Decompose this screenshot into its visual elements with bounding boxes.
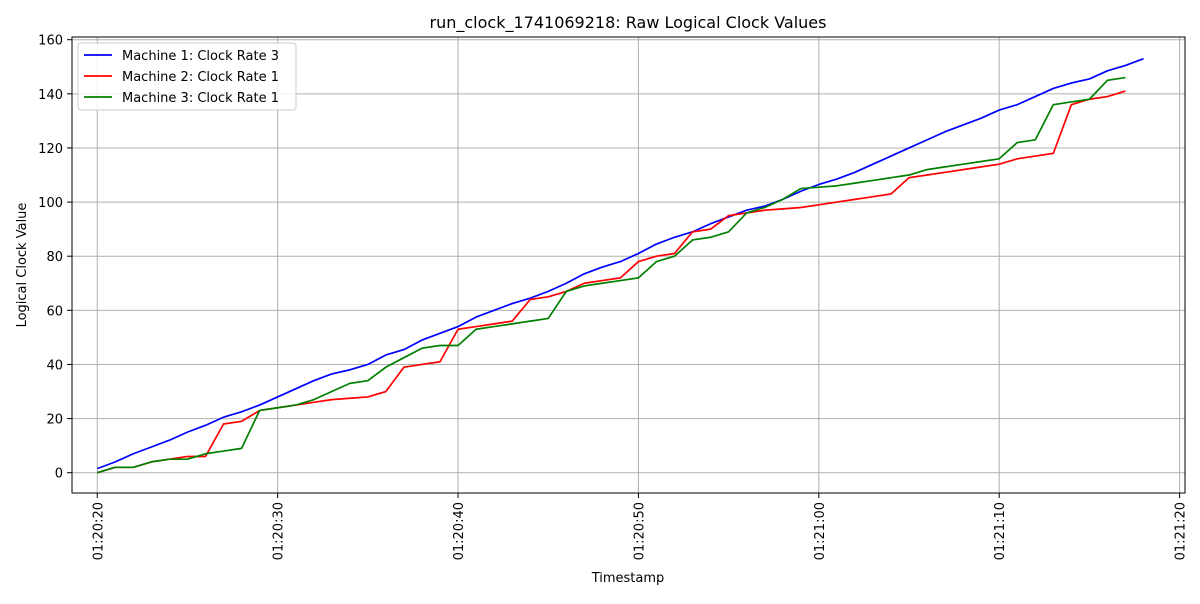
y-tick-label: 160: [38, 34, 63, 49]
legend-label-machine-2: Machine 2: Clock Rate 1: [122, 70, 279, 85]
legend: Machine 1: Clock Rate 3 Machine 2: Clock …: [77, 42, 297, 111]
y-tick-label: 0: [55, 467, 63, 482]
series-line-machine-3: [97, 76, 1126, 474]
x-axis-label: Timestamp: [591, 571, 665, 586]
y-axis-label: Logical Clock Value: [15, 203, 30, 328]
x-tick-label: 01:20:50: [632, 502, 647, 560]
series-line-machine-1: [96, 57, 1144, 470]
series-layer: [96, 57, 1144, 474]
legend-label-machine-1: Machine 1: Clock Rate 3: [122, 49, 279, 64]
y-tick-label: 140: [38, 88, 63, 103]
x-tick-label: 01:20:40: [452, 502, 467, 560]
x-axis: 01:20:20 01:20:30 01:20:40 01:20:50 01:21:00…: [91, 493, 1189, 560]
x-tick-label: 01:20:20: [91, 502, 106, 560]
grid-lines: [72, 37, 1185, 493]
legend-box: [77, 42, 297, 111]
x-tick-label: 01:20:30: [272, 502, 287, 560]
y-tick-label: 120: [38, 142, 63, 157]
y-tick-label: 20: [46, 413, 63, 428]
y-axis: 0 20 40 60 80 100 120 140 160: [38, 34, 72, 482]
x-tick-label: 01:21:20: [1174, 502, 1189, 560]
y-tick-label: 80: [46, 250, 63, 265]
plot-frame: [71, 36, 1186, 494]
y-tick-label: 60: [46, 304, 63, 319]
legend-label-machine-3: Machine 3: Clock Rate 1: [122, 91, 279, 106]
y-tick-label: 40: [46, 358, 63, 373]
chart-title: run_clock_1741069218: Raw Logical Clock …: [430, 13, 827, 33]
x-tick-label: 01:21:00: [813, 502, 828, 560]
y-tick-label: 100: [38, 196, 63, 211]
x-tick-label: 01:21:10: [993, 502, 1008, 560]
